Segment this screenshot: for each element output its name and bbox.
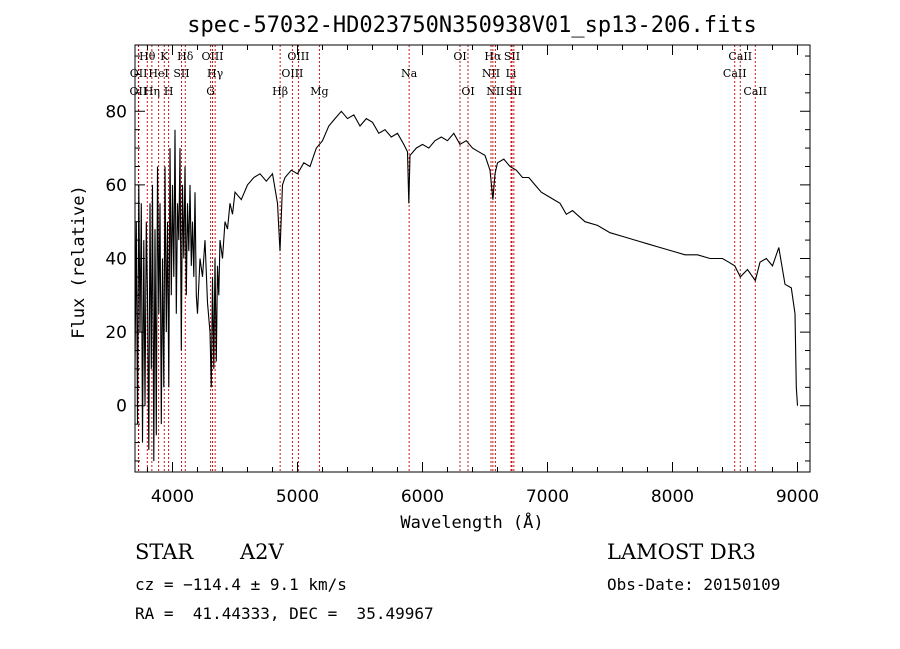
spectral-line-label-15: Mg <box>310 85 328 98</box>
x-tick-label: 4000 <box>151 487 194 507</box>
spectral-line-label-27: CaII <box>743 85 767 98</box>
spectral-line-label-11: G <box>206 85 215 98</box>
spectral-line-label-19: Hα <box>484 50 502 63</box>
spectral-line-label-4: HeI <box>148 67 168 80</box>
spectral-line-label-9: OIII <box>201 50 223 63</box>
spectral-line-label-14: OIII <box>281 67 303 80</box>
spectral-line-label-0: OII <box>130 85 148 98</box>
spectral-line-label-20: NII <box>482 67 500 80</box>
x-tick-label: 6000 <box>401 487 444 507</box>
spectral-line-label-7: SII <box>173 67 189 80</box>
y-axis-label: Flux (relative) <box>69 185 89 339</box>
spectral-line-label-3: K <box>160 50 169 63</box>
redshift-readout: cz = −114.4 ± 9.1 km/s <box>135 575 347 594</box>
observation-date: Obs-Date: 20150109 <box>607 575 781 594</box>
spectral-line-label-26: CaII <box>723 67 747 80</box>
object-class: STAR <box>135 540 194 564</box>
spectral-line-label-21: NII <box>486 85 504 98</box>
y-tick-label: 20 <box>105 323 127 343</box>
spectral-line-label-2: Hθ <box>139 50 156 63</box>
x-tick-label: 5000 <box>276 487 319 507</box>
y-tick-label: 80 <box>105 102 127 122</box>
spectral-line-label-16: Na <box>401 67 418 80</box>
y-axis-ticks: 0 20 40 60 80 <box>105 55 810 462</box>
y-tick-label: 40 <box>105 250 127 270</box>
x-tick-label: 8000 <box>651 487 694 507</box>
spectral-line-label-13: OIII <box>287 50 309 63</box>
spectral-line-label-10: Hγ <box>207 67 224 80</box>
spectral-line-label-6: H <box>164 85 174 98</box>
spectral-line-label-23: Li <box>506 67 517 80</box>
x-axis-label: Wavelength (Å) <box>400 511 543 533</box>
spectral-line-label-24: SII <box>506 85 522 98</box>
spectral-line-label-17: OI <box>453 50 466 63</box>
survey-name: LAMOST DR3 <box>607 540 756 564</box>
object-subclass: A2V <box>240 540 284 564</box>
x-axis-ticks: 4000 5000 6000 7000 8000 9000 <box>147 45 819 507</box>
spectral-line-markers: OII OII Hθ K HeI Hη H SII Hδ OIII Hγ G Hβ OIII OIII Mg N… <box>130 45 767 472</box>
spectral-line-label-18: OI <box>461 85 474 98</box>
coordinates-readout: RA = 41.44333, DEC = 35.49967 <box>135 604 434 623</box>
x-tick-label: 9000 <box>776 487 819 507</box>
y-tick-label: 0 <box>116 397 127 417</box>
spectral-line-label-12: Hβ <box>272 85 288 98</box>
x-tick-label: 7000 <box>526 487 569 507</box>
spectral-line-label-25: CaII <box>728 50 752 63</box>
y-tick-label: 60 <box>105 176 127 196</box>
spectral-line-label-22: SII <box>504 50 520 63</box>
chart-title: spec-57032-HD023750N350938V01_sp13-206.f… <box>187 13 757 38</box>
spectral-line-label-8: Hδ <box>177 50 194 63</box>
spectral-line-label-1: OII <box>130 67 148 80</box>
flux-curve <box>134 110 799 462</box>
spectral-line-label-5: Hη <box>144 85 160 98</box>
